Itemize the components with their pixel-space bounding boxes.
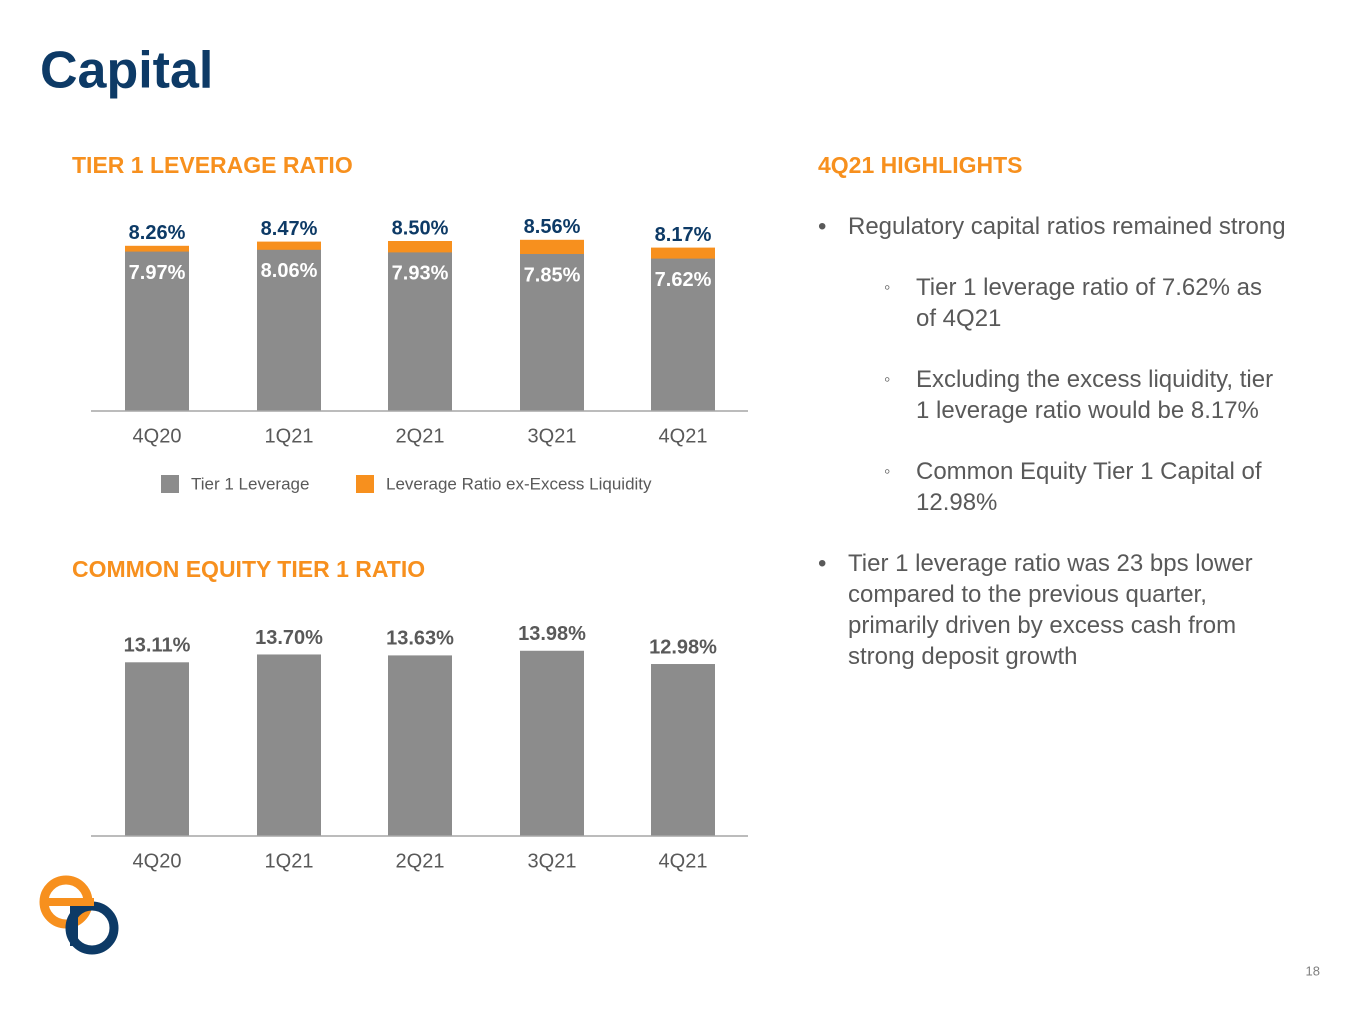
x-tick-label: 4Q21 — [659, 850, 708, 872]
data-label: 8.26% — [129, 222, 186, 244]
bar — [257, 249, 321, 411]
legend-swatch — [161, 475, 179, 493]
data-label: 8.50% — [392, 217, 449, 239]
data-label: 8.17% — [655, 224, 712, 246]
bar — [651, 258, 715, 411]
sub-bullet: Common Equity Tier 1 Capital of 12.98% — [818, 456, 1288, 518]
bullet: Tier 1 leverage ratio was 23 bps lower c… — [818, 548, 1288, 672]
data-label: 12.98% — [649, 636, 717, 658]
bar — [257, 654, 321, 836]
page-number: 18 — [1306, 963, 1320, 978]
data-label: 13.11% — [124, 635, 191, 657]
data-label: 13.63% — [386, 628, 454, 650]
data-label: 8.06% — [261, 260, 318, 282]
data-label: 7.97% — [129, 262, 186, 284]
data-label: 7.62% — [655, 269, 712, 291]
bar — [520, 254, 584, 411]
x-tick-label: 4Q20 — [133, 850, 182, 872]
data-label: 13.98% — [518, 623, 586, 645]
bar — [520, 650, 584, 836]
legend-label: Leverage Ratio ex-Excess Liquidity — [386, 474, 652, 493]
bar — [388, 252, 452, 411]
x-tick-label: 2Q21 — [396, 850, 445, 872]
highlights-title: 4Q21 HIGHLIGHTS — [818, 152, 1023, 178]
highlight: Regulatory capital ratios remained stron… — [818, 211, 1288, 518]
highlight-list: Regulatory capital ratios remained stron… — [818, 211, 1288, 672]
sub-bullet: Tier 1 leverage ratio of 7.62% as of 4Q2… — [818, 272, 1288, 334]
data-label: 8.56% — [524, 216, 581, 238]
x-tick-label: 1Q21 — [265, 850, 314, 872]
chart-title: TIER 1 LEVERAGE RATIO — [72, 152, 353, 178]
chart-title: COMMON EQUITY TIER 1 RATIO — [72, 556, 425, 582]
legend-label: Tier 1 Leverage — [191, 474, 309, 493]
legend-swatch — [356, 475, 374, 493]
x-tick-label: 3Q21 — [528, 425, 577, 447]
x-tick-label: 4Q21 — [659, 425, 708, 447]
x-tick-label: 4Q20 — [133, 425, 182, 447]
bullet: Regulatory capital ratios remained stron… — [818, 211, 1288, 242]
x-tick-label: 2Q21 — [396, 425, 445, 447]
logo — [39, 875, 119, 955]
bar — [388, 655, 452, 836]
bar — [125, 662, 189, 836]
x-tick-label: 3Q21 — [528, 850, 577, 872]
data-label: 7.93% — [392, 263, 449, 285]
highlight: Tier 1 leverage ratio was 23 bps lower c… — [818, 548, 1288, 672]
bar — [125, 251, 189, 411]
sub-bullet: Excluding the excess liquidity, tier 1 l… — [818, 364, 1288, 426]
data-label: 13.70% — [255, 627, 323, 649]
bar — [651, 664, 715, 836]
slide-title: Capital — [40, 42, 213, 100]
highlights: 4Q21 HIGHLIGHTS Regulatory capital ratio… — [818, 150, 1288, 702]
data-label: 7.85% — [524, 264, 581, 286]
x-tick-label: 1Q21 — [265, 425, 314, 447]
data-label: 8.47% — [261, 218, 318, 240]
